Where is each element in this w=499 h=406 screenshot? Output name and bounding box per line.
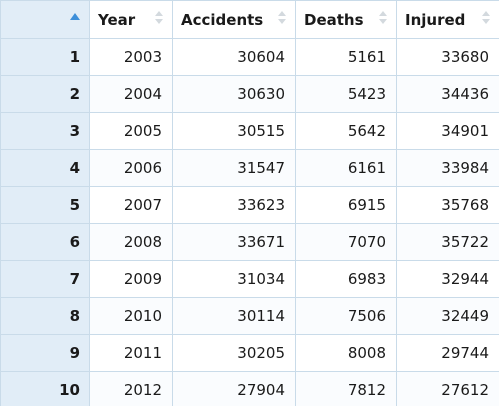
cell-accidents[interactable]: 30515 bbox=[172, 112, 296, 150]
cell-accidents[interactable]: 31034 bbox=[172, 260, 296, 298]
table-row: 4 2006 31547 6161 33984 bbox=[0, 149, 499, 187]
table-row: 6 2008 33671 7070 35722 bbox=[0, 223, 499, 261]
cell-year[interactable]: 2012 bbox=[89, 371, 173, 406]
row-number: 2 bbox=[0, 75, 90, 113]
cell-deaths[interactable]: 6983 bbox=[295, 260, 397, 298]
table-row: 5 2007 33623 6915 35768 bbox=[0, 186, 499, 224]
cell-injured[interactable]: 35722 bbox=[396, 223, 499, 261]
row-number: 6 bbox=[0, 223, 90, 261]
cell-injured[interactable]: 33984 bbox=[396, 149, 499, 187]
cell-year[interactable]: 2010 bbox=[89, 297, 173, 335]
cell-year[interactable]: 2007 bbox=[89, 186, 173, 224]
sort-toggle-icon[interactable] bbox=[482, 11, 490, 27]
cell-year[interactable]: 2006 bbox=[89, 149, 173, 187]
cell-deaths[interactable]: 7812 bbox=[295, 371, 397, 406]
row-number: 4 bbox=[0, 149, 90, 187]
column-header-label: Injured bbox=[405, 10, 466, 29]
column-header-accidents[interactable]: Accidents bbox=[172, 0, 296, 39]
column-header-year[interactable]: Year bbox=[89, 0, 173, 39]
column-header-injured[interactable]: Injured bbox=[396, 0, 499, 39]
sort-ascending-icon[interactable] bbox=[70, 12, 80, 20]
sort-toggle-icon[interactable] bbox=[379, 11, 387, 27]
table-row: 8 2010 30114 7506 32449 bbox=[0, 297, 499, 335]
cell-accidents[interactable]: 33671 bbox=[172, 223, 296, 261]
table-row: 3 2005 30515 5642 34901 bbox=[0, 112, 499, 150]
header-row: Year Accidents Deaths Injured bbox=[0, 0, 499, 39]
cell-deaths[interactable]: 7070 bbox=[295, 223, 397, 261]
cell-accidents[interactable]: 27904 bbox=[172, 371, 296, 406]
cell-injured[interactable]: 32449 bbox=[396, 297, 499, 335]
column-header-label: Deaths bbox=[304, 10, 364, 29]
cell-deaths[interactable]: 7506 bbox=[295, 297, 397, 335]
column-header-label: Year bbox=[98, 10, 136, 29]
row-number: 5 bbox=[0, 186, 90, 224]
table-header: Year Accidents Deaths Injured bbox=[0, 0, 499, 39]
cell-year[interactable]: 2003 bbox=[89, 38, 173, 76]
row-number: 8 bbox=[0, 297, 90, 335]
cell-year[interactable]: 2008 bbox=[89, 223, 173, 261]
sort-toggle-icon[interactable] bbox=[278, 11, 286, 27]
table-row: 1 2003 30604 5161 33680 bbox=[0, 38, 499, 76]
cell-accidents[interactable]: 31547 bbox=[172, 149, 296, 187]
table-row: 2 2004 30630 5423 34436 bbox=[0, 75, 499, 113]
cell-deaths[interactable]: 5423 bbox=[295, 75, 397, 113]
row-number: 10 bbox=[0, 371, 90, 406]
cell-accidents[interactable]: 30630 bbox=[172, 75, 296, 113]
cell-injured[interactable]: 29744 bbox=[396, 334, 499, 372]
cell-year[interactable]: 2011 bbox=[89, 334, 173, 372]
cell-injured[interactable]: 27612 bbox=[396, 371, 499, 406]
column-header-deaths[interactable]: Deaths bbox=[295, 0, 397, 39]
cell-accidents[interactable]: 30114 bbox=[172, 297, 296, 335]
table-row: 9 2011 30205 8008 29744 bbox=[0, 334, 499, 372]
cell-injured[interactable]: 35768 bbox=[396, 186, 499, 224]
row-number: 1 bbox=[0, 38, 90, 76]
cell-injured[interactable]: 33680 bbox=[396, 38, 499, 76]
table-row: 7 2009 31034 6983 32944 bbox=[0, 260, 499, 298]
cell-accidents[interactable]: 30205 bbox=[172, 334, 296, 372]
cell-deaths[interactable]: 6915 bbox=[295, 186, 397, 224]
cell-deaths[interactable]: 6161 bbox=[295, 149, 397, 187]
cell-deaths[interactable]: 8008 bbox=[295, 334, 397, 372]
column-header-label: Accidents bbox=[181, 10, 264, 29]
cell-year[interactable]: 2005 bbox=[89, 112, 173, 150]
row-number: 3 bbox=[0, 112, 90, 150]
row-number: 7 bbox=[0, 260, 90, 298]
table-row: 10 2012 27904 7812 27612 bbox=[0, 371, 499, 406]
row-index-header[interactable] bbox=[0, 0, 90, 39]
cell-injured[interactable]: 34901 bbox=[396, 112, 499, 150]
cell-year[interactable]: 2009 bbox=[89, 260, 173, 298]
sort-toggle-icon[interactable] bbox=[155, 11, 163, 27]
row-number: 9 bbox=[0, 334, 90, 372]
cell-accidents[interactable]: 30604 bbox=[172, 38, 296, 76]
table-body: 1 2003 30604 5161 33680 2 2004 30630 542… bbox=[0, 38, 499, 406]
cell-injured[interactable]: 32944 bbox=[396, 260, 499, 298]
cell-deaths[interactable]: 5642 bbox=[295, 112, 397, 150]
cell-injured[interactable]: 34436 bbox=[396, 75, 499, 113]
cell-accidents[interactable]: 33623 bbox=[172, 186, 296, 224]
cell-year[interactable]: 2004 bbox=[89, 75, 173, 113]
cell-deaths[interactable]: 5161 bbox=[295, 38, 397, 76]
